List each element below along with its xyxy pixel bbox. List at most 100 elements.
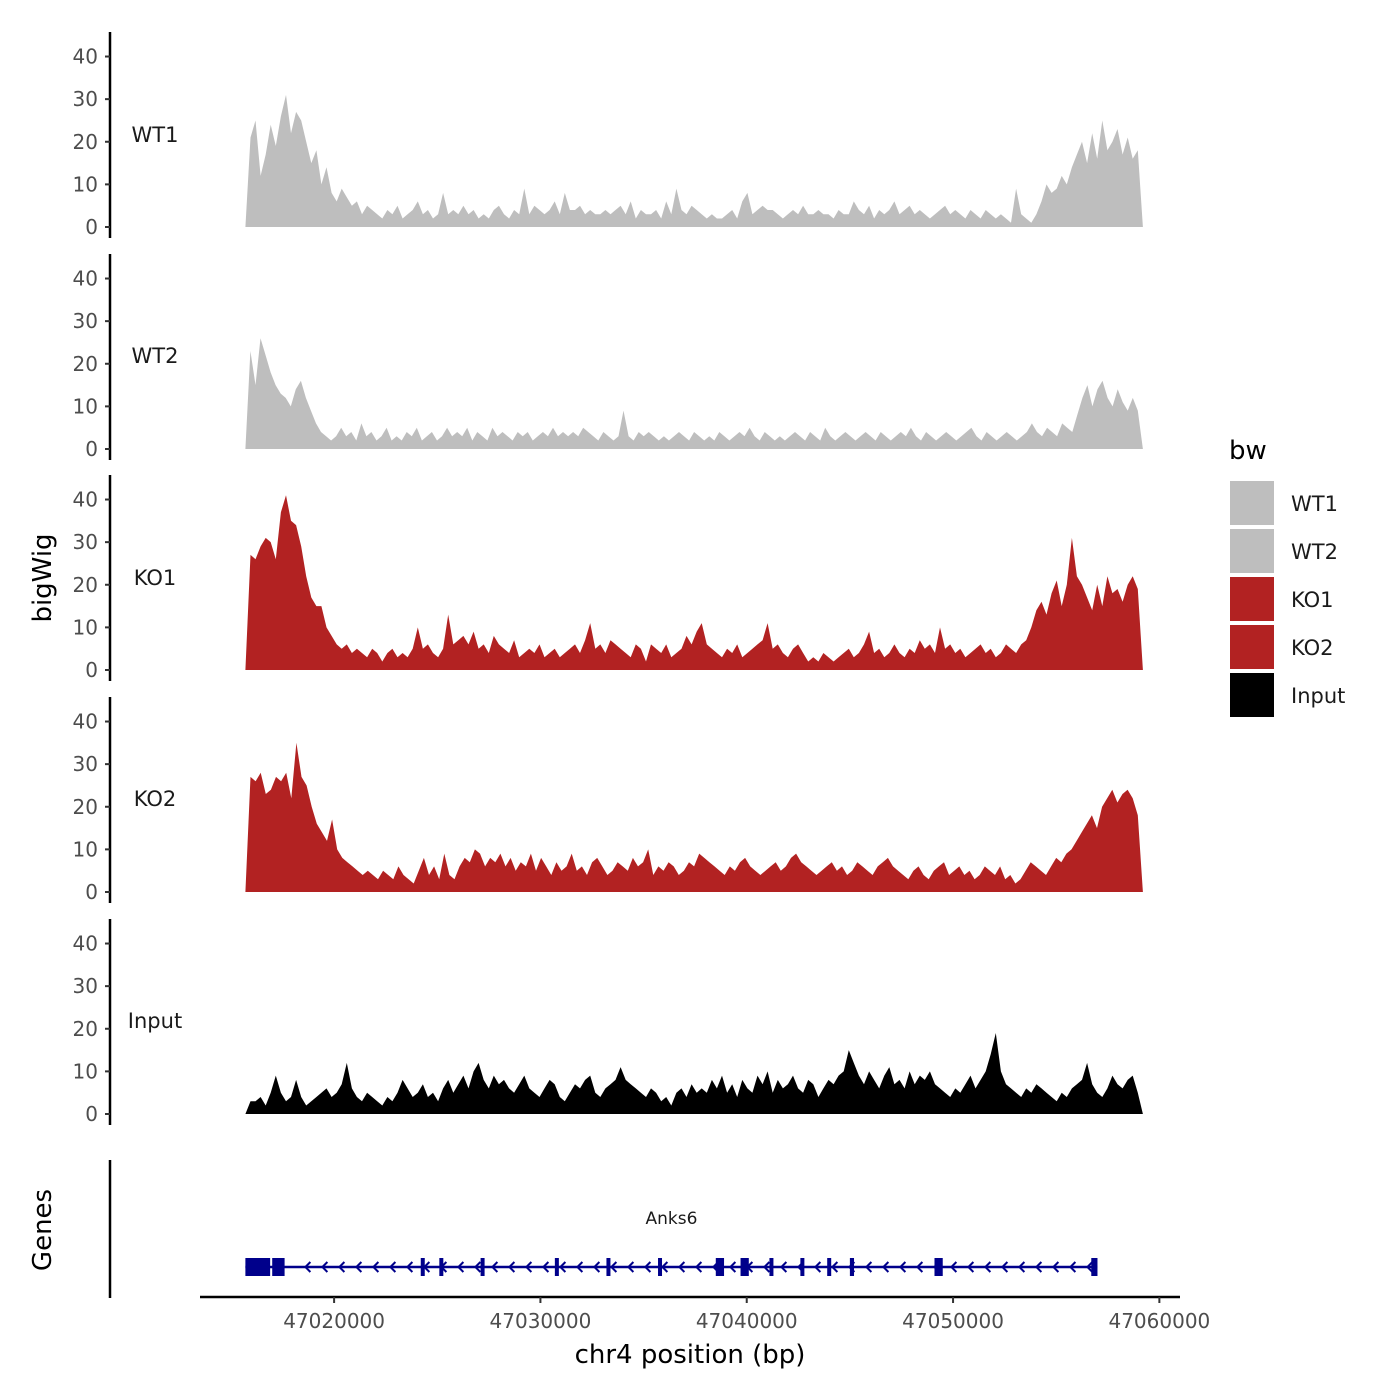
strand-arrow bbox=[1068, 1261, 1077, 1273]
y-tick-label: 40 bbox=[73, 45, 98, 69]
legend-key-wt1 bbox=[1230, 481, 1274, 525]
y-tick-label: 30 bbox=[73, 752, 98, 776]
y-tick-label: 40 bbox=[73, 488, 98, 512]
area-ko1 bbox=[245, 495, 1143, 670]
strand-arrow bbox=[388, 1261, 397, 1273]
strand-arrow bbox=[626, 1261, 635, 1273]
track-wt2: 0 10 20 30 40 WT2 bbox=[73, 254, 1143, 461]
track-ko2: 0 10 20 30 40 KO2 bbox=[73, 697, 1143, 904]
legend-key-ko1 bbox=[1230, 577, 1274, 621]
y-tick-label: 10 bbox=[73, 615, 98, 639]
strand-arrow bbox=[337, 1261, 346, 1273]
strand-arrow bbox=[575, 1261, 584, 1273]
y-tick-label: 0 bbox=[85, 658, 98, 682]
track-ko1: 0 10 20 30 40 KO1 bbox=[73, 475, 1143, 682]
y-tick-label: 0 bbox=[85, 437, 98, 461]
area-input bbox=[245, 1033, 1143, 1114]
strand-arrow bbox=[541, 1261, 550, 1273]
exon bbox=[658, 1258, 663, 1276]
strand-arrow bbox=[1034, 1261, 1043, 1273]
strand-arrow bbox=[303, 1261, 312, 1273]
exon bbox=[849, 1258, 855, 1276]
y-tick-label: 20 bbox=[73, 795, 98, 819]
gene-label: Anks6 bbox=[645, 1209, 697, 1229]
y-tick-label: 0 bbox=[85, 215, 98, 239]
y-tick-label: 30 bbox=[73, 87, 98, 111]
area-ko2 bbox=[245, 742, 1143, 892]
strand-arrow bbox=[558, 1261, 567, 1273]
y-tick-label: 40 bbox=[73, 932, 98, 956]
legend: bw WT1 WT2 KO1 KO2 Input bbox=[1229, 436, 1345, 717]
y-tick-label: 20 bbox=[73, 130, 98, 154]
exon bbox=[934, 1258, 943, 1276]
y-tick-label: 30 bbox=[73, 309, 98, 333]
exon bbox=[272, 1258, 285, 1276]
track-wt1: 0 10 20 30 40 WT1 bbox=[73, 32, 1143, 239]
strand-arrow bbox=[1017, 1261, 1026, 1273]
strand-arrow bbox=[966, 1261, 975, 1273]
strand-arrow bbox=[949, 1261, 958, 1273]
strand-arrow bbox=[507, 1261, 516, 1273]
strand-arrow bbox=[677, 1261, 686, 1273]
legend-label: KO1 bbox=[1291, 588, 1334, 612]
strand-arrow bbox=[983, 1261, 992, 1273]
strand-arrow bbox=[830, 1261, 839, 1273]
strand-arrow bbox=[813, 1261, 822, 1273]
exon bbox=[245, 1258, 271, 1276]
strand-arrow bbox=[728, 1261, 737, 1273]
strand-arrow bbox=[524, 1261, 533, 1273]
x-axis: 47020000 47030000 47040000 47050000 47060000 bbox=[200, 1295, 1210, 1333]
legend-label: KO2 bbox=[1291, 636, 1334, 660]
exon bbox=[827, 1258, 832, 1276]
strand-arrow bbox=[473, 1261, 482, 1273]
strand-arrow bbox=[371, 1261, 380, 1273]
area-wt2 bbox=[245, 338, 1143, 449]
strand-arrow bbox=[864, 1261, 873, 1273]
strand-arrow bbox=[915, 1261, 924, 1273]
exon bbox=[606, 1258, 611, 1276]
strand-arrow bbox=[456, 1261, 465, 1273]
y-tick-label: 20 bbox=[73, 352, 98, 376]
exon bbox=[769, 1258, 774, 1276]
legend-key-ko2 bbox=[1230, 625, 1274, 669]
strand-arrow bbox=[779, 1261, 788, 1273]
genes-panel-title: Genes bbox=[28, 1189, 58, 1271]
y-tick-label: 10 bbox=[73, 394, 98, 418]
track-panels: 0 10 20 30 40 WT1 0 10 20 30 40 WT2 0 10 20 30 40 KO1 0 10 2… bbox=[73, 32, 1143, 1126]
strand-arrow bbox=[490, 1261, 499, 1273]
track-label: KO1 bbox=[134, 566, 177, 590]
strand-arrow bbox=[354, 1261, 363, 1273]
x-axis-title: chr4 position (bp) bbox=[575, 1340, 806, 1370]
y-tick-label: 10 bbox=[73, 172, 98, 196]
strand-arrow bbox=[881, 1261, 890, 1273]
y-tick-label: 40 bbox=[73, 267, 98, 291]
x-tick-label: 47040000 bbox=[696, 1309, 798, 1333]
y-tick-label: 10 bbox=[73, 837, 98, 861]
track-label: WT2 bbox=[132, 344, 179, 368]
exon bbox=[715, 1258, 725, 1276]
exon bbox=[1091, 1258, 1098, 1276]
strand-arrow bbox=[405, 1261, 414, 1273]
strand-arrow bbox=[643, 1261, 652, 1273]
legend-label: Input bbox=[1291, 684, 1345, 708]
y-tick-label: 10 bbox=[73, 1059, 98, 1083]
exon bbox=[800, 1258, 805, 1276]
y-tick-label: 0 bbox=[85, 880, 98, 904]
strand-arrow bbox=[320, 1261, 329, 1273]
area-wt1 bbox=[245, 94, 1143, 228]
y-tick-label: 30 bbox=[73, 530, 98, 554]
y-tick-label: 20 bbox=[73, 1017, 98, 1041]
y-tick-label: 20 bbox=[73, 573, 98, 597]
x-tick-label: 47020000 bbox=[283, 1309, 385, 1333]
strand-arrow bbox=[762, 1261, 771, 1273]
legend-key-wt2 bbox=[1230, 529, 1274, 573]
y-axis-title: bigWig bbox=[28, 533, 58, 622]
legend-key-input bbox=[1230, 673, 1274, 717]
track-input: 0 10 20 30 40 Input bbox=[73, 919, 1143, 1126]
gene-panel: Anks6 bbox=[108, 1160, 1098, 1298]
strand-arrow bbox=[1000, 1261, 1009, 1273]
exon bbox=[554, 1258, 559, 1276]
legend-title: bw bbox=[1229, 436, 1267, 466]
legend-label: WT1 bbox=[1291, 492, 1338, 516]
